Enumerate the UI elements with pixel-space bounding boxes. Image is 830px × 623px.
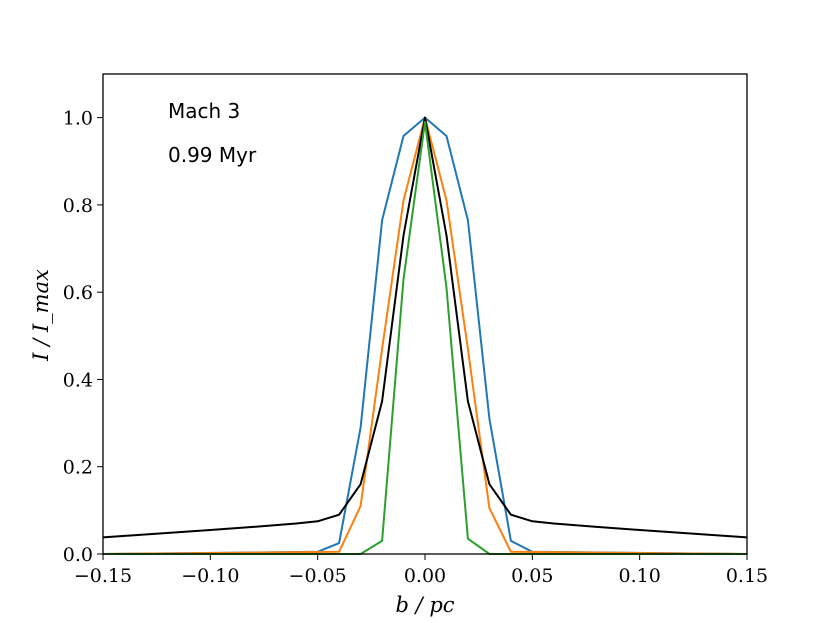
x-tick-label: −0.05 — [289, 565, 347, 587]
x-tick-label: 0.10 — [619, 565, 661, 587]
x-tick-label: 0.15 — [726, 565, 768, 587]
x-tick-label: −0.15 — [74, 565, 132, 587]
series-line-2 — [102, 116, 748, 539]
x-tick-label: −0.10 — [181, 565, 239, 587]
annotation-mach: Mach 3 — [168, 99, 240, 123]
y-tick-label: 0.6 — [63, 282, 93, 304]
series-line-0 — [102, 116, 748, 555]
y-tick-label: 0.0 — [63, 544, 93, 566]
series-lines — [102, 116, 748, 555]
annotation-time: 0.99 Myr — [168, 143, 257, 167]
x-axis-ticks: −0.15 −0.10 −0.05 0.00 0.05 0.10 0.15 — [74, 554, 768, 587]
series-line-1 — [102, 116, 748, 555]
y-tick-label: 0.2 — [63, 457, 93, 479]
y-axis-label: I / I_max — [29, 269, 53, 362]
y-tick-label: 1.0 — [63, 108, 93, 130]
y-axis-ticks: 0.0 0.2 0.4 0.6 0.8 1.0 — [63, 108, 103, 566]
y-tick-label: 0.4 — [63, 369, 93, 391]
y-tick-label: 0.8 — [63, 195, 93, 217]
series-line-3 — [103, 121, 747, 555]
x-axis-label: b / pc — [395, 593, 454, 617]
x-tick-label: 0.05 — [511, 565, 553, 587]
x-tick-label: 0.00 — [404, 565, 446, 587]
